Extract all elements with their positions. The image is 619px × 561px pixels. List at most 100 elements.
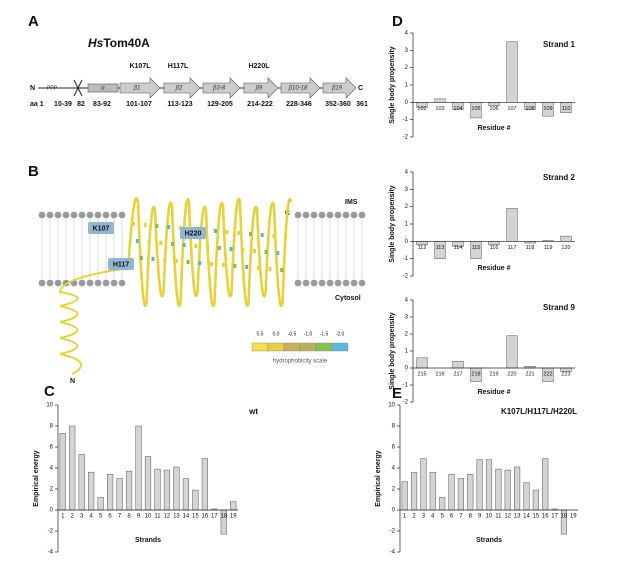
x-tick-label: 218 [471,371,480,377]
x-tick-label: 11 [154,514,161,520]
bar [506,208,518,242]
residue-patch [163,258,167,262]
residue-patch [249,232,252,236]
x-tick-label: 9 [137,514,141,520]
x-tick-label: 114 [454,245,463,251]
residue-patch [174,259,178,263]
x-tick-label: 112 [418,245,427,251]
bar [173,466,180,511]
residue-patch [217,246,221,250]
scale-label: 0.0 [273,331,280,337]
residue-patch [276,251,280,255]
y-tick-label: 1 [405,83,409,89]
y-tick-label: 3 [405,48,409,54]
lipid-head [310,279,318,287]
x-tick-label: 10 [486,514,493,520]
scale-label: -0.5 [288,331,297,337]
bar [144,456,152,511]
residue-patch [171,242,174,246]
y-tick-label: -4 [390,550,396,556]
x-tick-label: 105 [471,106,480,112]
lipid-head [342,279,350,287]
x-tick-label: 113 [436,245,445,251]
position-label: 228-346 [286,101,312,108]
residue-box [88,222,114,234]
lipid-head [350,279,358,287]
residue-label: K107 [93,225,110,232]
residue-patch [280,268,284,272]
lipid-head [342,211,350,219]
x-tick-label: 222 [543,371,552,377]
residue-patch [206,245,210,249]
bar [201,458,208,511]
lipid-head [78,279,86,287]
residue-patch [225,230,229,234]
residue-box [108,258,134,270]
position-label: 129-205 [207,101,233,108]
segment-label: β9 [255,86,263,92]
scale-swatch [331,342,349,352]
lipid-head [302,279,310,287]
scale-swatch [315,342,333,352]
position-label: 83-92 [93,101,111,108]
x-tick-label: 1 [403,514,407,520]
y-tick-label: -4 [48,550,54,556]
y-tick-label: -1 [403,383,409,389]
x-tick-label: 17 [551,514,558,520]
lipid-head [294,279,302,287]
residue-patch [241,248,245,252]
lipid-head [334,211,342,219]
cytosol-label: Cytosol [335,295,361,302]
scale-label: -2.0 [336,331,345,337]
lipid-head [78,211,86,219]
x-tick-label: 13 [514,514,521,520]
x-tick-label: 9 [478,514,482,520]
y-tick-label: 2 [405,65,409,71]
panel-label: C [44,383,55,400]
y-tick-label: 4 [405,31,409,37]
lipid-head [326,211,334,219]
lipid-head [38,279,46,287]
y-tick-label: 0 [405,366,409,372]
arrow [163,77,201,99]
x-tick-label: 10 [145,514,152,520]
position-label: 101-107 [126,101,152,108]
x-axis-label: Residue # [477,125,510,132]
lipid-head [118,279,126,287]
bar [448,474,455,511]
residue-patch [264,250,268,254]
y-tick-label: -2 [48,529,54,535]
x-tick-label: 5 [99,514,103,520]
panel-label: A [28,13,39,30]
bar [514,466,521,511]
x-tick-label: 104 [453,106,462,112]
arrow [280,77,321,99]
bar [69,425,76,511]
segment-label: β3-8 [212,86,226,92]
bar [434,98,446,103]
c-label: C [358,85,363,92]
lipid-head [350,211,358,219]
x-tick-label: 221 [525,371,534,377]
lipid-head [358,211,366,219]
x-tick-label: 108 [525,106,534,112]
x-tick-label: 103 [435,106,444,112]
y-tick-label: -2 [403,400,409,406]
y-axis-label: Single body propensity [389,185,396,263]
position-label: aa 1 [30,101,44,108]
residue-patch [237,231,241,235]
lipid-head [86,279,94,287]
lipid-head [86,211,94,219]
chart-title: Strand 1 [543,40,576,49]
bar [416,357,428,369]
scale-label: -1.5 [320,331,329,337]
position-label: 113-123 [167,101,192,108]
y-tick-label: 4 [405,298,409,304]
residue-patch [260,233,264,237]
x-tick-label: 102 [417,106,426,112]
residue-patch [151,257,155,261]
y-tick-label: 0 [50,508,54,514]
bar [163,469,171,511]
y-tick-label: 2 [392,487,396,493]
